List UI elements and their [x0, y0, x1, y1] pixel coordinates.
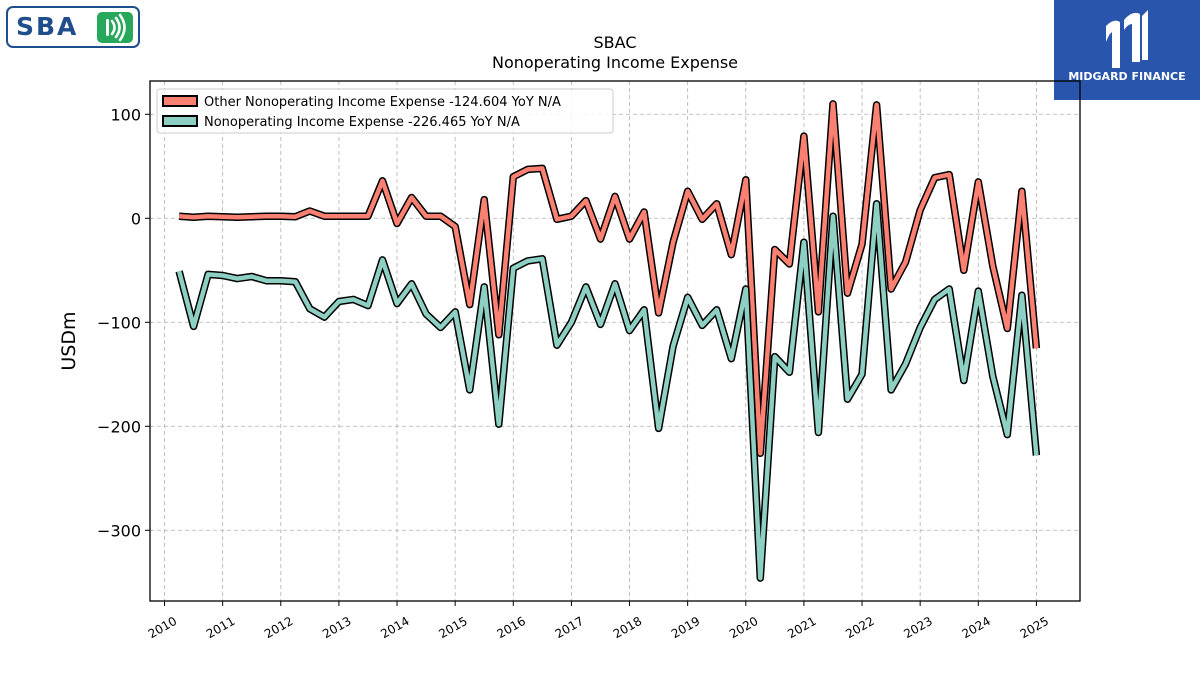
x-tick-label: 2025 [1018, 614, 1051, 641]
series-outline-1 [178, 100, 1041, 458]
y-axis-label: USDm [58, 311, 80, 370]
x-tick-label: 2017 [553, 614, 586, 641]
x-tick-label: 2021 [785, 614, 818, 641]
y-tick-label: −100 [97, 313, 141, 332]
grid-lines [150, 81, 1080, 601]
x-tick-label: 2024 [960, 614, 993, 641]
x-tick-label: 2012 [262, 614, 295, 641]
x-tick-label: 2020 [727, 614, 760, 641]
x-tick-label: 2023 [901, 614, 934, 641]
legend-swatch-1 [162, 95, 198, 107]
series-line-1 [178, 101, 1039, 456]
chart-title-block: SBAC Nonoperating Income Expense [150, 33, 1080, 73]
series-layer [175, 100, 1041, 582]
y-tick-label: −300 [97, 521, 141, 540]
x-tick-label: 2019 [669, 614, 702, 641]
plot-frame [149, 80, 1081, 602]
x-tick-label: 2018 [611, 614, 644, 641]
midgard-finance-logo: MIDGARD FINANCE [1054, 0, 1200, 100]
x-tick-label: 2013 [320, 614, 353, 641]
x-tick-label: 2022 [843, 614, 876, 641]
midgard-finance-logo-text: MIDGARD FINANCE [1068, 70, 1186, 83]
x-tick-label: 2011 [204, 614, 237, 641]
y-axis: 100 0 −100 −200 −300 [97, 105, 150, 540]
wireless-signal-icon [97, 12, 133, 43]
chart-title: SBAC [593, 33, 637, 52]
y-tick-label: −200 [97, 417, 141, 436]
x-tick-label: 2014 [378, 614, 411, 641]
y-tick-label: 100 [110, 105, 141, 124]
sba-logo: SBA [6, 6, 140, 48]
sba-logo-text: SBA [16, 12, 79, 41]
x-tick-label: 2015 [436, 614, 469, 641]
legend-label-2: Nonoperating Income Expense -226.465 YoY… [204, 115, 520, 130]
chart-subtitle: Nonoperating Income Expense [491, 53, 739, 72]
midgard-emblem-icon [1106, 10, 1148, 69]
legend-box [156, 88, 614, 134]
x-tick-label: 2016 [495, 614, 528, 641]
legend-swatch-2 [162, 115, 198, 127]
series-line-2 [176, 201, 1039, 581]
x-tick-label: 2010 [146, 614, 179, 641]
x-axis: 2010 2011 2012 2013 2014 2015 2016 2017 2018 2019… [146, 601, 1051, 641]
legend-label-1: Other Nonoperating Income Expense -124.6… [204, 95, 561, 110]
legend: Other Nonoperating Income Expense -124.6… [156, 88, 614, 134]
y-tick-label: 0 [131, 209, 141, 228]
